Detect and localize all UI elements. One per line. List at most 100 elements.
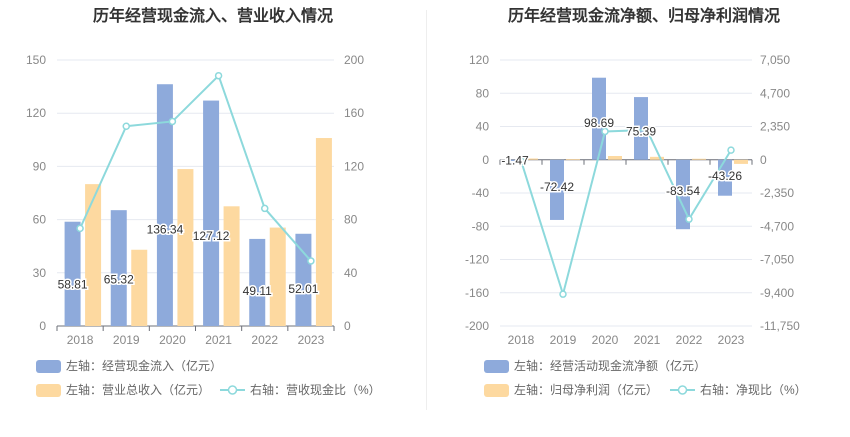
y-left-tick-label: -160 xyxy=(465,286,489,300)
y-left-tick-label: 90 xyxy=(33,159,47,173)
plot-area: -200 -11,750 -160 -9,400 -120 -7,050 -80 -4,700… xyxy=(465,53,800,347)
y-right-tick-label: 80 xyxy=(344,213,358,227)
ratio-point xyxy=(168,117,177,126)
x-tick-label: 2023 xyxy=(718,333,745,347)
x-tick-label: 2018 xyxy=(508,333,535,347)
x-tick-label: 2020 xyxy=(592,333,619,347)
y-left-tick-label: 0 xyxy=(39,319,46,333)
ratio-point xyxy=(559,290,567,298)
y-right-tick-label: -9,400 xyxy=(760,286,794,300)
chart-legend[interactable]: 左轴：经营现金流入（亿元） 左轴：营业总收入（亿元） 右轴：营收现金比（%） xyxy=(36,358,381,397)
ratio-point xyxy=(727,146,735,154)
y-right-tick-label: -4,700 xyxy=(760,219,794,233)
chart-title: 历年经营现金流净额、归母净利润情况 xyxy=(508,6,780,25)
legend-swatch xyxy=(36,360,61,373)
chart-legend[interactable]: 左轴：经营活动现金流净额（亿元） 左轴：归母净利润（亿元） 右轴：净现比（%） xyxy=(484,358,807,397)
bar-secondary xyxy=(566,159,580,160)
bar-primary xyxy=(508,159,522,161)
y-right-tick-label: 4,700 xyxy=(760,86,790,100)
legend-item[interactable]: 左轴：归母净利润（亿元） xyxy=(484,382,658,397)
bar-primary xyxy=(156,84,173,327)
ratio-line xyxy=(520,129,732,298)
legend-label: 右轴：营收现金比（%） xyxy=(250,382,381,397)
y-right-tick-label: 2,350 xyxy=(760,120,790,134)
y-left-tick-label: 120 xyxy=(26,106,46,120)
ratio-point xyxy=(517,156,525,165)
y-right-tick-label: 160 xyxy=(344,106,364,120)
y-left-tick-label: 80 xyxy=(476,86,490,100)
data-label: 136.34 xyxy=(147,222,184,236)
y-right-tick-label: 200 xyxy=(344,53,364,67)
y-right-tick-label: 0 xyxy=(760,153,767,167)
y-left-tick-label: 60 xyxy=(33,213,47,227)
panel-divider xyxy=(426,10,427,410)
ratio-point xyxy=(122,122,130,130)
bar-secondary xyxy=(524,158,538,160)
plot-area: 0 0 30 40 60 80 90 120 120 160 150 200 2018 2019 2020 2… xyxy=(26,53,364,347)
y-right-tick-label: 120 xyxy=(344,159,364,173)
bar-primary xyxy=(110,210,127,326)
bar-secondary xyxy=(269,227,286,326)
y-right-tick-label: 0 xyxy=(344,319,351,333)
ratio-point xyxy=(685,215,693,223)
bar-secondary xyxy=(223,206,240,326)
data-label: -1.47 xyxy=(501,153,529,167)
legend-swatch-marker xyxy=(227,385,238,395)
legend-label: 左轴：归母净利润（亿元） xyxy=(514,382,658,397)
y-right-tick-label: 7,050 xyxy=(760,53,790,67)
y-left-tick-label: 30 xyxy=(33,266,47,280)
x-tick-label: 2021 xyxy=(634,333,661,347)
y-left-tick-label: -80 xyxy=(472,219,490,233)
legend-swatch xyxy=(484,360,509,373)
data-label: -43.26 xyxy=(708,169,742,183)
y-left-tick-label: -200 xyxy=(465,319,489,333)
legend-label: 左轴：营业总收入（亿元） xyxy=(66,382,210,397)
cashflow-inflow-revenue-chart: 历年经营现金流入、营业收入情况 0 0 30 40 60 80 90 120 120 160 150… xyxy=(26,6,381,397)
x-tick-label: 2023 xyxy=(298,333,325,347)
ratio-point xyxy=(214,71,223,80)
y-left-tick-label: 120 xyxy=(469,53,489,67)
x-tick-label: 2019 xyxy=(550,333,577,347)
y-right-tick-label: -2,350 xyxy=(760,186,794,200)
legend-item[interactable]: 左轴：经营现金流入（亿元） xyxy=(36,358,222,373)
chart-title: 历年经营现金流入、营业收入情况 xyxy=(93,6,333,25)
x-tick-label: 2018 xyxy=(67,333,94,347)
legend-swatch-marker xyxy=(677,385,688,395)
y-left-tick-label: 150 xyxy=(26,53,46,67)
bar-primary xyxy=(634,97,648,160)
data-label: -72.42 xyxy=(540,180,574,194)
legend-label: 左轴：经营现金流入（亿元） xyxy=(66,358,222,373)
legend-swatch xyxy=(36,384,61,397)
x-tick-label: 2019 xyxy=(113,333,140,347)
y-left-tick-label: 0 xyxy=(482,153,489,167)
legend-item[interactable]: 左轴：营业总收入（亿元） xyxy=(36,382,210,397)
bar-secondary xyxy=(177,169,194,326)
data-label: 98.69 xyxy=(584,116,614,130)
y-left-tick-label: 40 xyxy=(476,120,490,134)
data-label: 49.11 xyxy=(243,284,272,298)
x-tick-label: 2021 xyxy=(205,333,232,347)
bar-primary xyxy=(550,159,564,220)
bar-secondary xyxy=(85,184,102,326)
bar-secondary xyxy=(650,156,664,160)
bar-primary xyxy=(295,233,312,326)
legend-item[interactable]: 左轴：经营活动现金流净额（亿元） xyxy=(484,358,706,373)
y-left-tick-label: -40 xyxy=(472,186,490,200)
legend-item[interactable]: 右轴：营收现金比（%） xyxy=(220,382,381,397)
ratio-point xyxy=(76,224,84,233)
data-label: 58.81 xyxy=(58,277,88,291)
legend-item[interactable]: 右轴：净现比（%） xyxy=(670,382,807,397)
bar-secondary xyxy=(315,138,332,326)
y-right-tick-label: 40 xyxy=(344,266,358,280)
bar-secondary xyxy=(608,156,622,160)
ratio-point xyxy=(601,127,609,136)
y-right-tick-label: -7,050 xyxy=(760,253,794,267)
bar-secondary xyxy=(734,159,748,164)
bar-primary xyxy=(64,221,81,326)
legend-label: 右轴：净现比（%） xyxy=(700,382,807,397)
ratio-line xyxy=(79,73,312,262)
bar-secondary xyxy=(131,249,148,326)
ratio-point xyxy=(261,204,269,213)
data-label: -83.54 xyxy=(666,184,700,198)
